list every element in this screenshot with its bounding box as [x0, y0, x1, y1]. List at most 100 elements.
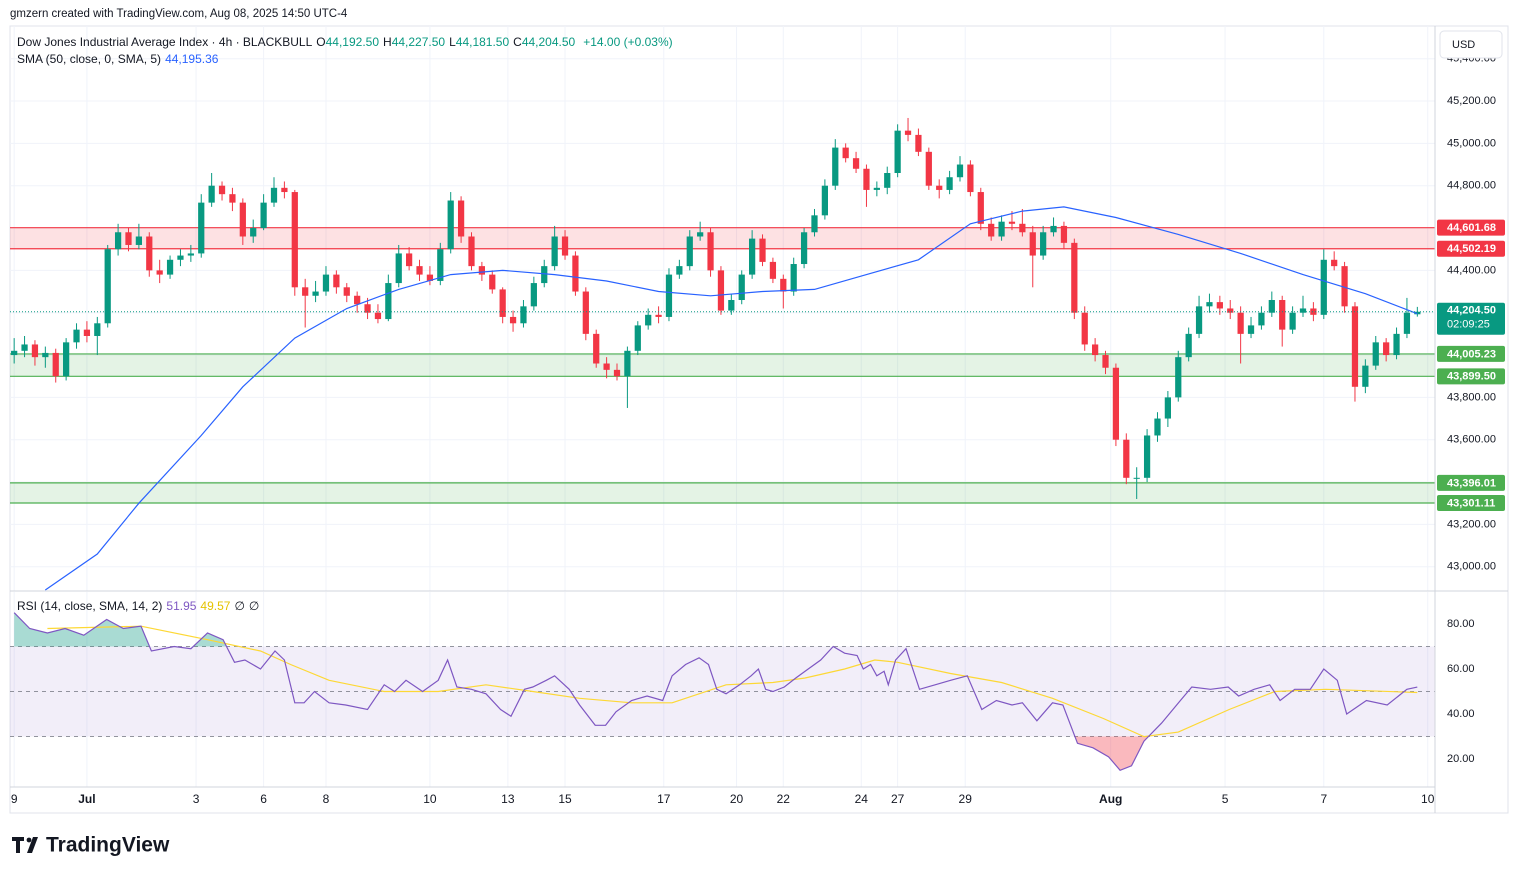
- candle-body: [406, 253, 413, 267]
- candle-body: [769, 261, 777, 279]
- candle-body: [198, 202, 205, 254]
- candle-body: [343, 287, 350, 296]
- rsi-name: RSI (14, close, SMA, 14, 2): [17, 599, 163, 613]
- candle-body: [468, 236, 475, 267]
- candle-body: [717, 270, 725, 311]
- candle-body: [1268, 300, 1275, 313]
- level-tag: [1437, 219, 1505, 236]
- candle-body: [1029, 232, 1036, 256]
- level-tag: [1437, 494, 1505, 511]
- candle-body: [73, 329, 80, 343]
- y-tick-label: 43,800.00: [1447, 391, 1496, 403]
- brand-logo: [12, 837, 38, 853]
- candle-body: [925, 151, 932, 186]
- sma-name: SMA (50, close, 0, SMA, 5): [17, 52, 162, 66]
- ohlc-key: C: [513, 35, 522, 49]
- candle-body: [63, 342, 70, 377]
- candle-body: [561, 236, 569, 256]
- x-tick-label: 22: [777, 792, 791, 806]
- candle-body: [1008, 221, 1016, 224]
- candle-body: [613, 369, 621, 377]
- change: +14.00 (+0.03%): [583, 35, 673, 49]
- candle-body: [1331, 259, 1338, 267]
- currency-box[interactable]: [1439, 30, 1503, 59]
- ohlc-value: 44,192.50: [325, 35, 380, 49]
- candle-body: [728, 300, 735, 311]
- candle-body: [1383, 342, 1390, 356]
- candle-body: [780, 278, 787, 292]
- candle-body: [354, 295, 361, 305]
- candle-body: [904, 130, 912, 135]
- candle-body: [395, 253, 402, 284]
- candle-body: [520, 306, 527, 324]
- ohlc-key: H: [383, 35, 392, 49]
- candle-body: [894, 130, 901, 173]
- ohlc-item: C44,204.50: [513, 35, 575, 49]
- candle-body: [832, 147, 839, 186]
- candle-body: [530, 283, 537, 307]
- candle-body: [645, 314, 652, 326]
- x-tick-label: 8: [323, 792, 330, 806]
- x-tick-label: Jul: [78, 792, 95, 806]
- ohlc-item: H44,227.50: [383, 35, 445, 49]
- candle-body: [281, 187, 288, 193]
- candle-body: [11, 350, 18, 356]
- ohlc: O44,192.50 H44,227.50 L44,181.50 C44,204.50: [316, 35, 579, 49]
- x-tick-label: 13: [501, 792, 515, 806]
- x-tick-label: 3: [193, 792, 200, 806]
- candle-body: [634, 325, 641, 351]
- ohlc-value: 44,227.50: [391, 35, 446, 49]
- zone: [10, 227, 1435, 249]
- candle-body: [1206, 302, 1213, 307]
- x-tick-label: 24: [855, 792, 869, 806]
- candle-body: [842, 147, 849, 159]
- candle-body: [749, 238, 756, 275]
- candle-body: [707, 232, 714, 271]
- candle-body: [1102, 355, 1109, 368]
- x-tick-label: 15: [558, 792, 572, 806]
- candle-body: [967, 164, 974, 193]
- candle-body: [1175, 357, 1182, 398]
- candle-body: [42, 352, 49, 358]
- level-label: 44,601.68: [1447, 222, 1496, 234]
- candle-body: [239, 202, 246, 237]
- candle-body: [624, 350, 631, 377]
- candle-body: [426, 274, 434, 281]
- rsi-ma-value: 49.57: [200, 599, 231, 613]
- ohlc-item: L44,181.50: [449, 35, 509, 49]
- x-tick-label: 27: [891, 792, 905, 806]
- candle-body: [250, 228, 257, 237]
- candle-body: [541, 266, 548, 284]
- brand-name: TradingView: [46, 834, 170, 857]
- candle-body: [1414, 311, 1421, 315]
- candle-body: [1164, 397, 1171, 419]
- candle-body: [1060, 225, 1068, 243]
- candle-body: [936, 185, 943, 190]
- zone: [10, 353, 1435, 377]
- rsi-tick-label: 60.00: [1447, 663, 1475, 675]
- candle-body: [1154, 418, 1161, 436]
- level-tag: [1437, 240, 1505, 257]
- candle-body: [114, 232, 122, 250]
- sma-legend: SMA (50, close, 0, SMA, 5) 44,195.36: [17, 51, 222, 67]
- candle-body: [1299, 308, 1307, 313]
- level-tag: [1437, 368, 1505, 385]
- y-tick-label: 43,000.00: [1447, 561, 1496, 573]
- candle-body: [125, 232, 132, 245]
- y-tick-label: 45,200.00: [1447, 95, 1496, 107]
- candle-body: [333, 274, 340, 288]
- candle-body: [977, 192, 984, 224]
- rsi-extra: ∅: [234, 599, 245, 613]
- rsi-ma-line: [47, 625, 1418, 738]
- candle-body: [593, 333, 600, 364]
- candle-body: [1237, 312, 1244, 334]
- candle-body: [551, 236, 558, 267]
- candle-body: [603, 363, 610, 370]
- candle-body: [104, 249, 111, 324]
- candle-body: [1133, 477, 1140, 479]
- candle-body: [177, 255, 184, 260]
- x-tick-label: 20: [730, 792, 744, 806]
- last-price-label: 44,204.50: [1447, 305, 1496, 317]
- candle-body: [156, 270, 163, 275]
- candle-body: [884, 172, 891, 188]
